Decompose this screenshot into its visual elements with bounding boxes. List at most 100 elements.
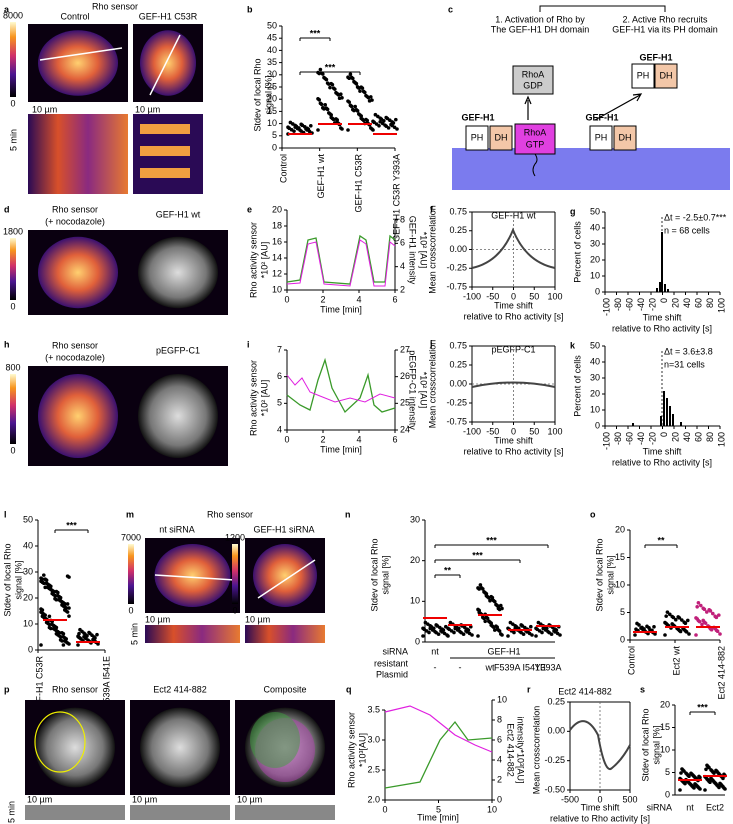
panel-letter: l (4, 509, 7, 519)
y-tick-label: 14 (272, 252, 282, 262)
y-tick-label: 50 (590, 340, 600, 350)
dot-cloud (484, 615, 489, 620)
x-tick-label: -60 (624, 432, 634, 445)
hist-bar (680, 422, 682, 426)
y-tick-label: 2.0 (367, 794, 380, 804)
dot-cloud (92, 635, 96, 639)
y-tick-label: -0.25 (446, 263, 467, 273)
dot-cloud (693, 775, 697, 780)
trace (384, 705, 493, 753)
label: siRNA (646, 802, 672, 812)
dot-cloud (328, 85, 332, 90)
x-tick-label: -100 (463, 426, 481, 436)
label: Time [min] (320, 444, 362, 454)
dot-cloud (717, 785, 721, 790)
axis-line (39, 47, 123, 61)
dot-cloud (683, 629, 688, 633)
dot-cloud (371, 128, 375, 132)
dot-cloud (470, 633, 474, 637)
y-tick-label: 4 (277, 424, 282, 434)
label: relative to Rho activity [s] (463, 446, 563, 456)
y-tick-label: 20 (267, 94, 277, 104)
label: DH (660, 70, 673, 80)
x-tick-label: 2 (320, 294, 325, 304)
y2-tick-label: 26 (400, 371, 410, 381)
x-tick-label: 4 (356, 294, 361, 304)
dot-cloud (534, 626, 538, 631)
y2-tick-label: 0 (497, 794, 502, 804)
label: Ect2 414-882 (558, 686, 612, 696)
y-tick-label: 0 (595, 420, 600, 430)
kymograph (235, 805, 335, 820)
y2-tick-label: 6 (497, 734, 502, 744)
x-tick-label: 100 (716, 432, 726, 447)
kymograph (245, 625, 325, 643)
panel-letter: a (4, 4, 10, 14)
x-tick-label: Control (626, 646, 636, 675)
y-tick-label: 15 (615, 552, 625, 562)
gdp-box (512, 65, 554, 95)
dot-cloud (63, 608, 67, 612)
y-axis-label: Stdev of local Rho (640, 708, 650, 781)
dot-cloud (440, 627, 445, 631)
y2-tick-label: 2 (497, 774, 502, 784)
dot-cloud (500, 606, 504, 611)
dot-cloud (652, 624, 656, 629)
label: GEF-H1 intensity (408, 216, 418, 285)
dot-cloud (698, 775, 702, 780)
dot-cloud (348, 103, 353, 108)
x-tick-label: 4 (356, 434, 361, 444)
y-tick-label: 50 (267, 20, 277, 30)
dot-cloud (668, 612, 672, 617)
dot-cloud (39, 576, 43, 580)
dot-cloud (482, 590, 486, 594)
dot-cloud (495, 627, 500, 631)
y-tick-label: -0.50 (544, 784, 565, 794)
dot-cloud (681, 768, 685, 772)
dot-cloud (428, 623, 433, 628)
y-axis-label: Stdev of local Rho (369, 538, 379, 611)
dot-cloud (637, 623, 641, 627)
dot-cloud (346, 128, 350, 132)
label: Rho sensor (52, 684, 98, 694)
dot-cloud (46, 585, 50, 590)
dot-cloud (682, 780, 686, 785)
membrane (452, 148, 730, 190)
dot-cloud (63, 639, 67, 643)
x-tick-label: -40 (636, 432, 646, 445)
x-tick-label: -50 (486, 291, 499, 301)
dot-cloud (51, 626, 56, 631)
dot-cloud (427, 630, 431, 635)
label: 0 (10, 445, 15, 455)
y-tick-label: 20 (272, 204, 282, 214)
label: 1800 (3, 226, 23, 236)
dot-cloud (39, 610, 43, 614)
colorbar (128, 544, 134, 604)
dot-cloud (348, 72, 353, 77)
hist-bar (664, 284, 666, 292)
dot-cloud (703, 788, 707, 792)
cell (138, 236, 218, 309)
y-tick-label: 5 (620, 607, 625, 617)
x-tick-label: Ect2 414-882 (716, 646, 726, 700)
dot-cloud (50, 622, 54, 627)
y-tick-label: 5 (272, 130, 277, 140)
dot-cloud (357, 112, 361, 116)
label: PH (471, 132, 484, 142)
label: relative to Rho activity [s] (612, 457, 712, 467)
x-tick-label: 100 (716, 298, 726, 313)
label: DH (495, 132, 508, 142)
hist-bar (669, 406, 671, 426)
x-tick-label: GEF-H1 C53R (354, 154, 364, 213)
label: Time [min] (417, 812, 459, 822)
dot-cloud (461, 632, 466, 637)
dot-cloud (361, 89, 366, 94)
y-axis-label: Mean crosscorrelation (427, 340, 437, 429)
label: The GEF-H1 DH domain (491, 24, 590, 34)
dot-cloud (695, 604, 699, 609)
y-axis-label: Stdev of local Rho (252, 58, 262, 131)
y-tick-label: 10 (590, 270, 600, 280)
significance: ** (657, 535, 665, 545)
dot-cloud (325, 81, 330, 85)
label: nt (431, 646, 439, 656)
